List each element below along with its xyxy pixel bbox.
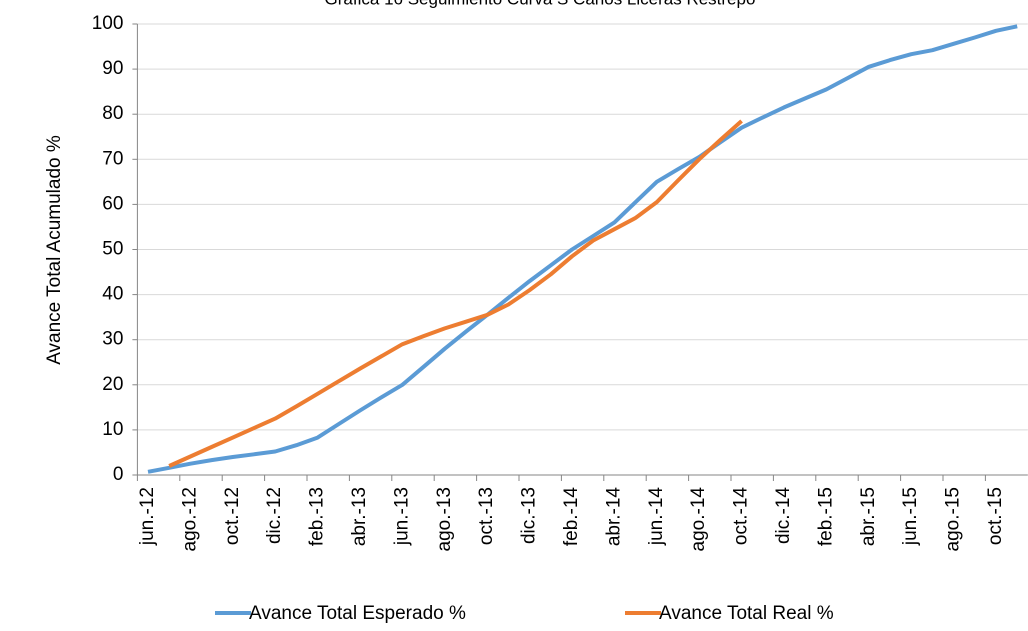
x-tick-label: dic.-12	[264, 487, 285, 544]
series-line	[168, 119, 743, 468]
y-tick-label: 50	[102, 239, 123, 260]
y-tick-label: 70	[102, 148, 123, 169]
y-tick-label: 40	[102, 284, 123, 305]
y-tick-label: 20	[102, 374, 123, 395]
y-tick-label: 100	[92, 13, 124, 34]
legend-label: Avance Total Esperado %	[249, 603, 466, 624]
x-tick-label: oct.-13	[476, 487, 497, 545]
x-tick-label: feb.-15	[815, 487, 836, 546]
y-tick-label: 10	[102, 419, 123, 440]
x-tick-label: jun.-14	[646, 487, 667, 547]
x-tick-label: jun.-15	[900, 487, 921, 546]
x-tick-label: oct.-14	[731, 487, 752, 546]
x-tick-label: ago.-13	[434, 487, 455, 551]
chart-title: Grafica 16 Seguimiento Curva S Caños Lic…	[325, 0, 756, 8]
x-tick-label: ago.-15	[943, 487, 964, 551]
x-tick-label: feb.-13	[307, 487, 328, 546]
y-axis-label: Avance Total Acumulado %	[44, 135, 65, 365]
x-tick-label: feb.-14	[561, 487, 582, 547]
x-tick-label: oct.-12	[222, 487, 243, 545]
x-tick-label: abr.-14	[603, 487, 624, 547]
legend-label: Avance Total Real %	[659, 603, 834, 624]
y-tick-label: 90	[102, 58, 123, 79]
series-line	[147, 24, 1018, 474]
y-tick-label: 60	[102, 193, 123, 214]
x-tick-label: jun.-12	[137, 487, 158, 546]
x-tick-label: abr.-15	[858, 487, 879, 546]
x-tick-label: dic.-14	[773, 487, 794, 544]
x-tick-label: dic.-13	[519, 487, 540, 544]
x-tick-label: jun.-13	[391, 487, 412, 546]
y-tick-label: 80	[102, 103, 123, 124]
x-tick-label: oct.-15	[985, 487, 1006, 545]
y-tick-label: 0	[113, 464, 124, 485]
x-tick-label: ago.-12	[179, 487, 200, 551]
x-tick-label: abr.-13	[349, 487, 370, 546]
y-tick-label: 30	[102, 329, 123, 350]
x-tick-label: ago.-14	[688, 487, 709, 552]
